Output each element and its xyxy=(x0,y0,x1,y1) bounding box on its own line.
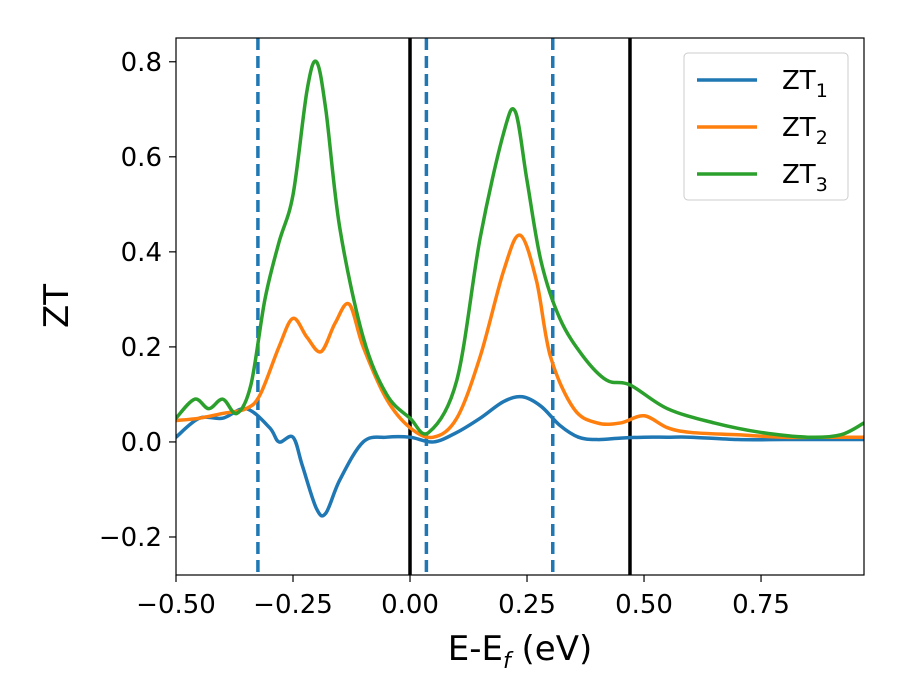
series-line-zt3 xyxy=(176,59,864,440)
legend-label-main: ZT xyxy=(782,113,816,143)
y-tick-label: 0.2 xyxy=(121,333,162,363)
x-tick-label: −0.25 xyxy=(253,590,333,620)
x-tick-label: 0.75 xyxy=(732,590,790,620)
legend-label-subscript: 3 xyxy=(816,174,828,196)
x-axis-title-unit: (eV) xyxy=(511,629,593,669)
x-tick-label: 0.50 xyxy=(615,590,673,620)
y-tick-label: 0.6 xyxy=(121,143,162,173)
legend-box xyxy=(683,52,849,201)
x-axis-title: E-Ef (eV) xyxy=(448,629,593,674)
reference-lines xyxy=(256,38,632,575)
series-line-zt1 xyxy=(176,394,864,518)
y-tick-label: −0.2 xyxy=(99,523,162,553)
x-tick-label: 0.00 xyxy=(381,590,439,620)
x-axis-title-main: E-E xyxy=(448,629,503,669)
legend-label-zt3: ZT3 xyxy=(782,160,828,196)
x-axis: −0.50 −0.25 0.00 0.25 0.50 0.75 xyxy=(136,575,790,620)
legend-label-zt2: ZT2 xyxy=(782,113,828,149)
legend-label-main: ZT xyxy=(782,66,816,96)
series-line-zt2 xyxy=(176,233,864,440)
x-tick-label: 0.25 xyxy=(498,590,556,620)
y-axis: −0.2 0.0 0.2 0.4 0.6 0.8 xyxy=(99,48,176,553)
y-tick-label: 0.4 xyxy=(121,238,162,268)
x-axis-title-subscript: f xyxy=(503,649,514,674)
y-tick-label: 0.0 xyxy=(121,428,162,458)
x-tick-label: −0.50 xyxy=(136,590,216,620)
plot-frame xyxy=(175,37,865,576)
series-layer xyxy=(176,59,864,518)
y-tick-label: 0.8 xyxy=(121,48,162,78)
legend-label-main: ZT xyxy=(782,160,816,190)
legend-label-subscript: 1 xyxy=(816,80,828,102)
legend-label-subscript: 2 xyxy=(816,127,828,149)
legend-label-zt1: ZT1 xyxy=(782,66,828,102)
y-axis-title: ZT xyxy=(37,284,77,328)
